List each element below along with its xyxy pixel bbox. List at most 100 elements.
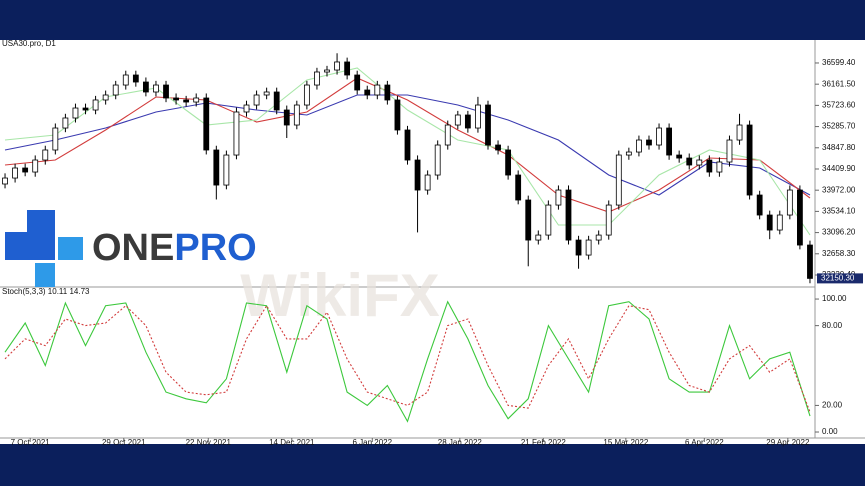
logo-shape (35, 263, 55, 287)
line-series (4, 67, 811, 236)
y-tick-label: 33972.00 (822, 185, 856, 194)
candle-body (32, 159, 39, 173)
candle-body (153, 84, 159, 93)
y-tick-label: 80.00 (822, 321, 843, 330)
candle-body (283, 109, 290, 126)
x-tick-label: 15 Mar 2022 (603, 438, 648, 447)
x-tick-label: 28 Jan 2022 (438, 438, 483, 447)
y-tick-label: 20.00 (822, 401, 843, 410)
candle-body (797, 189, 803, 246)
candle-body (706, 159, 713, 173)
candle-body (746, 124, 753, 196)
candle-body (52, 127, 59, 151)
logo: ONEPRO (5, 210, 257, 287)
candle-body (424, 174, 431, 191)
price-label: 32150.30 (821, 273, 855, 282)
candle-body (223, 154, 230, 186)
logo-shape (58, 237, 83, 260)
candle-body (92, 99, 99, 111)
y-tick-label: 35723.60 (822, 100, 856, 109)
candle-body (716, 161, 723, 173)
x-tick-label: 6 Apr 2022 (685, 438, 724, 447)
candle-body (62, 117, 69, 129)
y-tick-label: 32658.30 (822, 249, 856, 258)
candle-body (324, 69, 330, 73)
candle-body (414, 159, 421, 191)
candle-body (293, 104, 300, 126)
candle-body (726, 139, 733, 163)
candle-body (142, 81, 149, 93)
candle-body (475, 104, 481, 129)
candle-body (444, 124, 451, 146)
candle-body (263, 91, 270, 96)
x-tick-label: 29 Apr 2022 (766, 438, 810, 447)
candle-body (163, 84, 169, 99)
logo-text-pro: PRO (174, 227, 256, 269)
candle-body (686, 157, 693, 166)
logo-text: ONEPRO (92, 227, 257, 269)
candle-body (213, 149, 220, 186)
line-series (4, 300, 811, 423)
candle-body (12, 167, 18, 179)
logo-shape (5, 232, 55, 260)
candle-body (545, 204, 552, 236)
candle-body (243, 104, 250, 113)
candle-body (485, 104, 491, 146)
candle-body (273, 91, 280, 111)
candle-body (454, 114, 461, 126)
line-series (4, 304, 811, 413)
x-tick-label: 14 Dec 2021 (269, 438, 315, 447)
candle-body (656, 127, 662, 146)
candle-body (666, 127, 673, 156)
candle-body (636, 139, 642, 153)
candle-body (112, 84, 119, 96)
line-series (4, 77, 811, 213)
candle-body (82, 107, 89, 111)
logo-shape (27, 210, 55, 232)
x-tick-label: 21 Feb 2022 (521, 438, 566, 447)
candle-body (193, 97, 200, 103)
x-tick-label: 22 Nov 2021 (186, 438, 232, 447)
line-series (4, 94, 811, 196)
candle-body (394, 99, 401, 131)
candle-body (102, 94, 109, 101)
stoch-title: Stoch(5,3,3) 10.11 14.73 (2, 287, 90, 296)
chart-area (0, 40, 865, 444)
candle-body (374, 84, 381, 96)
candle-body (646, 139, 652, 146)
candle-body (807, 244, 813, 279)
x-tick-label: 6 Jan 2022 (352, 438, 392, 447)
candle-body (122, 74, 129, 86)
candle-body (786, 189, 793, 216)
y-tick-label: 100.00 (822, 294, 847, 303)
candle-body (42, 149, 49, 161)
candle-body (565, 189, 572, 241)
candle-body (173, 97, 179, 101)
candle-body (736, 124, 743, 141)
candle-body (183, 99, 190, 103)
candle-body (676, 154, 683, 159)
candle-body (364, 89, 371, 96)
y-tick-label: 36599.40 (822, 58, 856, 67)
candle-body (22, 167, 29, 173)
y-tick-label: 34847.80 (822, 143, 856, 152)
candle-body (334, 61, 340, 71)
candle-body (132, 74, 139, 83)
candle-body (233, 111, 240, 156)
candle-body (203, 97, 210, 151)
candle-body (404, 129, 411, 161)
candle-body (434, 144, 441, 176)
candle-body (605, 204, 612, 236)
candle-body (776, 214, 783, 231)
y-tick-label: 0.00 (822, 427, 838, 436)
y-tick-label: 33096.20 (822, 228, 856, 237)
candle-body (314, 71, 320, 86)
candle-body (505, 149, 512, 176)
bottom-band (0, 444, 865, 486)
candle-body (384, 84, 391, 101)
logo-text-one: ONE (92, 227, 174, 269)
y-tick-label: 34409.90 (822, 164, 856, 173)
candle-body (72, 107, 79, 119)
